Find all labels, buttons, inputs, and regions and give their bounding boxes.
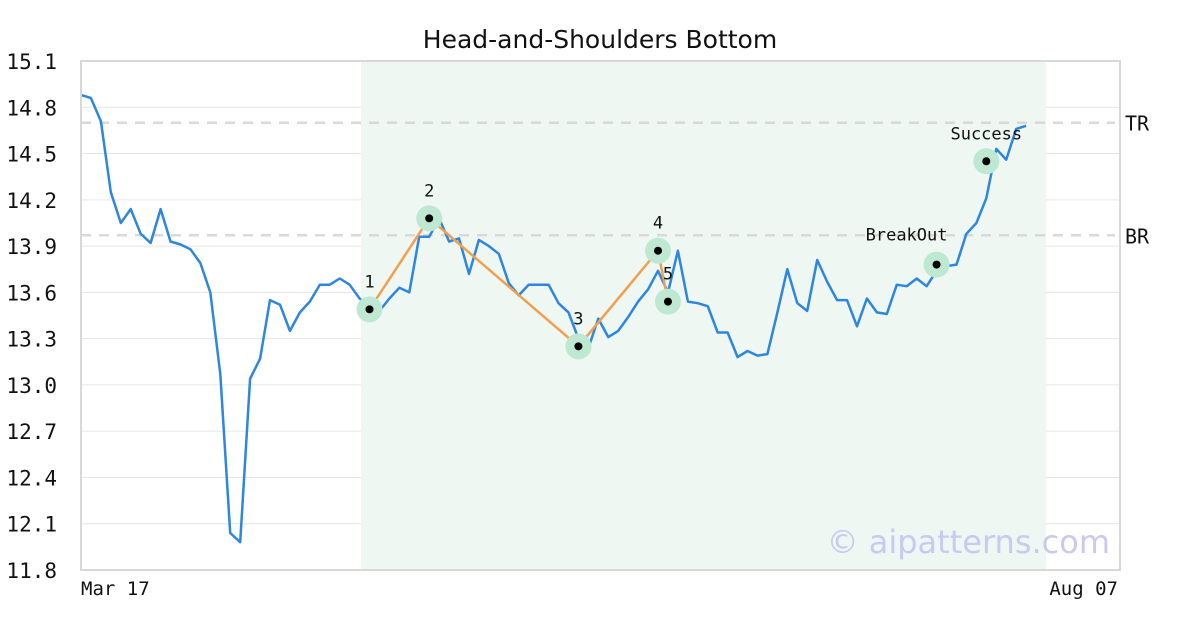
event-point-label: BreakOut	[866, 226, 948, 246]
y-tick-label: 12.4	[6, 466, 57, 490]
y-tick-label: 15.1	[6, 50, 57, 74]
y-tick-label: 14.2	[6, 189, 57, 213]
pattern-region-shade	[361, 61, 1046, 570]
x-tick-label: Mar 17	[81, 578, 150, 600]
pattern-region	[361, 61, 1046, 570]
y-tick-label: 13.9	[6, 235, 57, 259]
pattern-point-label: 5	[663, 265, 673, 285]
pattern-point-dot	[574, 342, 583, 351]
pattern-point-label: 4	[653, 214, 663, 234]
event-point-dot	[982, 157, 991, 166]
pattern-point-dot	[365, 305, 374, 314]
watermark: © aipatterns.com	[827, 523, 1110, 561]
y-tick-label: 12.1	[6, 513, 57, 537]
y-tick-label: 13.6	[6, 281, 57, 305]
pattern-point-label: 2	[424, 181, 434, 201]
x-axis-ticks: Mar 17 Aug 07	[81, 578, 1118, 600]
chart-title: Head-and-Shoulders Bottom	[423, 25, 777, 54]
y-tick-label: 14.8	[6, 96, 57, 120]
event-point-dot	[932, 260, 941, 269]
pattern-point-dot	[654, 246, 663, 255]
y-tick-label: 12.7	[6, 420, 57, 444]
y-tick-label: 13.3	[6, 328, 57, 352]
price-series	[80, 93, 1027, 544]
level-label: BR	[1125, 224, 1150, 248]
pattern-point-label: 1	[364, 272, 374, 292]
level-lines: TR BR	[81, 112, 1150, 248]
x-tick-label: Aug 07	[1049, 578, 1118, 600]
event-point-label: Success	[950, 124, 1022, 144]
pattern-point-dot	[663, 297, 672, 306]
y-axis-ticks: 11.8 12.1 12.4 12.7 13.0 13.3 13.6 13.9 14.2 14.5…	[6, 50, 57, 583]
pattern-markers: 1 2 3 4 5 BreakOut Success	[356, 124, 1022, 360]
level-label: TR	[1125, 112, 1150, 136]
plot-frame	[80, 60, 1121, 571]
price-line	[80, 93, 1027, 544]
y-tick-label: 14.5	[6, 143, 57, 167]
pattern-point-label: 3	[573, 309, 583, 329]
pattern-point-dot	[425, 214, 434, 223]
y-tick-label: 13.0	[6, 374, 57, 398]
y-tick-label: 11.8	[6, 559, 57, 583]
